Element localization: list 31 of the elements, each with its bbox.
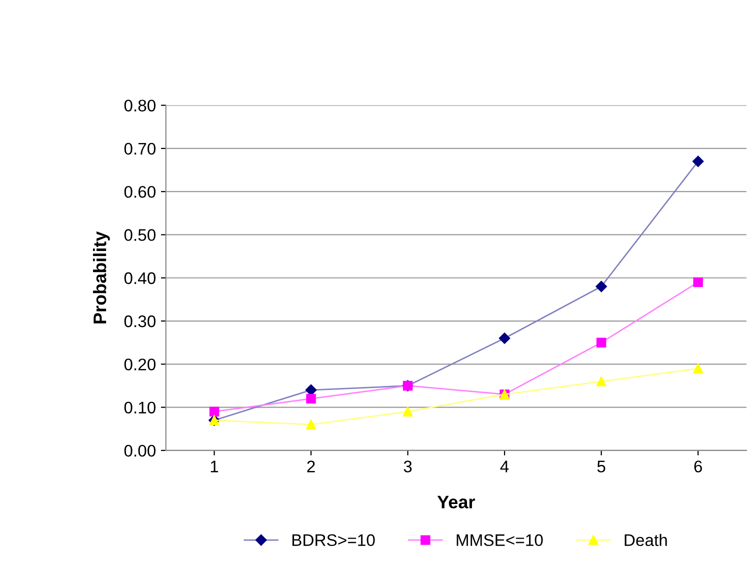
point	[306, 420, 316, 430]
x-axis-title: Year	[437, 496, 475, 508]
point	[306, 394, 316, 404]
y-tick-label: 0.70	[124, 142, 156, 155]
point	[596, 280, 607, 292]
y-tick-label: 0.10	[124, 402, 156, 414]
y-tick-label: 0.50	[124, 229, 156, 241]
x-tick-label: 1	[210, 460, 218, 472]
point	[402, 406, 413, 416]
legend-label: Death	[624, 534, 667, 546]
y-tick-label: 0.80	[124, 100, 156, 112]
point	[693, 277, 703, 288]
y-tick-label: 0.20	[124, 358, 156, 370]
x-tick-label: 3	[404, 460, 412, 472]
point	[498, 332, 510, 344]
x-tick-label: 5	[597, 460, 606, 472]
point	[596, 338, 606, 348]
y-axis-title: Probability	[93, 231, 110, 324]
y-tick-label: 0.30	[124, 315, 156, 328]
y-tick-label: 0.00	[124, 444, 156, 457]
point	[693, 364, 703, 374]
y-tick-label: 0.60	[124, 186, 156, 198]
point	[596, 376, 606, 386]
point	[209, 406, 220, 416]
x-tick-label: 4	[500, 460, 509, 472]
legend-label: BDRS>=10	[292, 534, 375, 546]
x-tick-label: 6	[694, 460, 702, 472]
legend-label: MMSE<=10	[456, 534, 543, 546]
y-tick-label: 0.40	[124, 272, 156, 284]
x-tick-label: 2	[307, 460, 315, 472]
point	[692, 156, 704, 167]
